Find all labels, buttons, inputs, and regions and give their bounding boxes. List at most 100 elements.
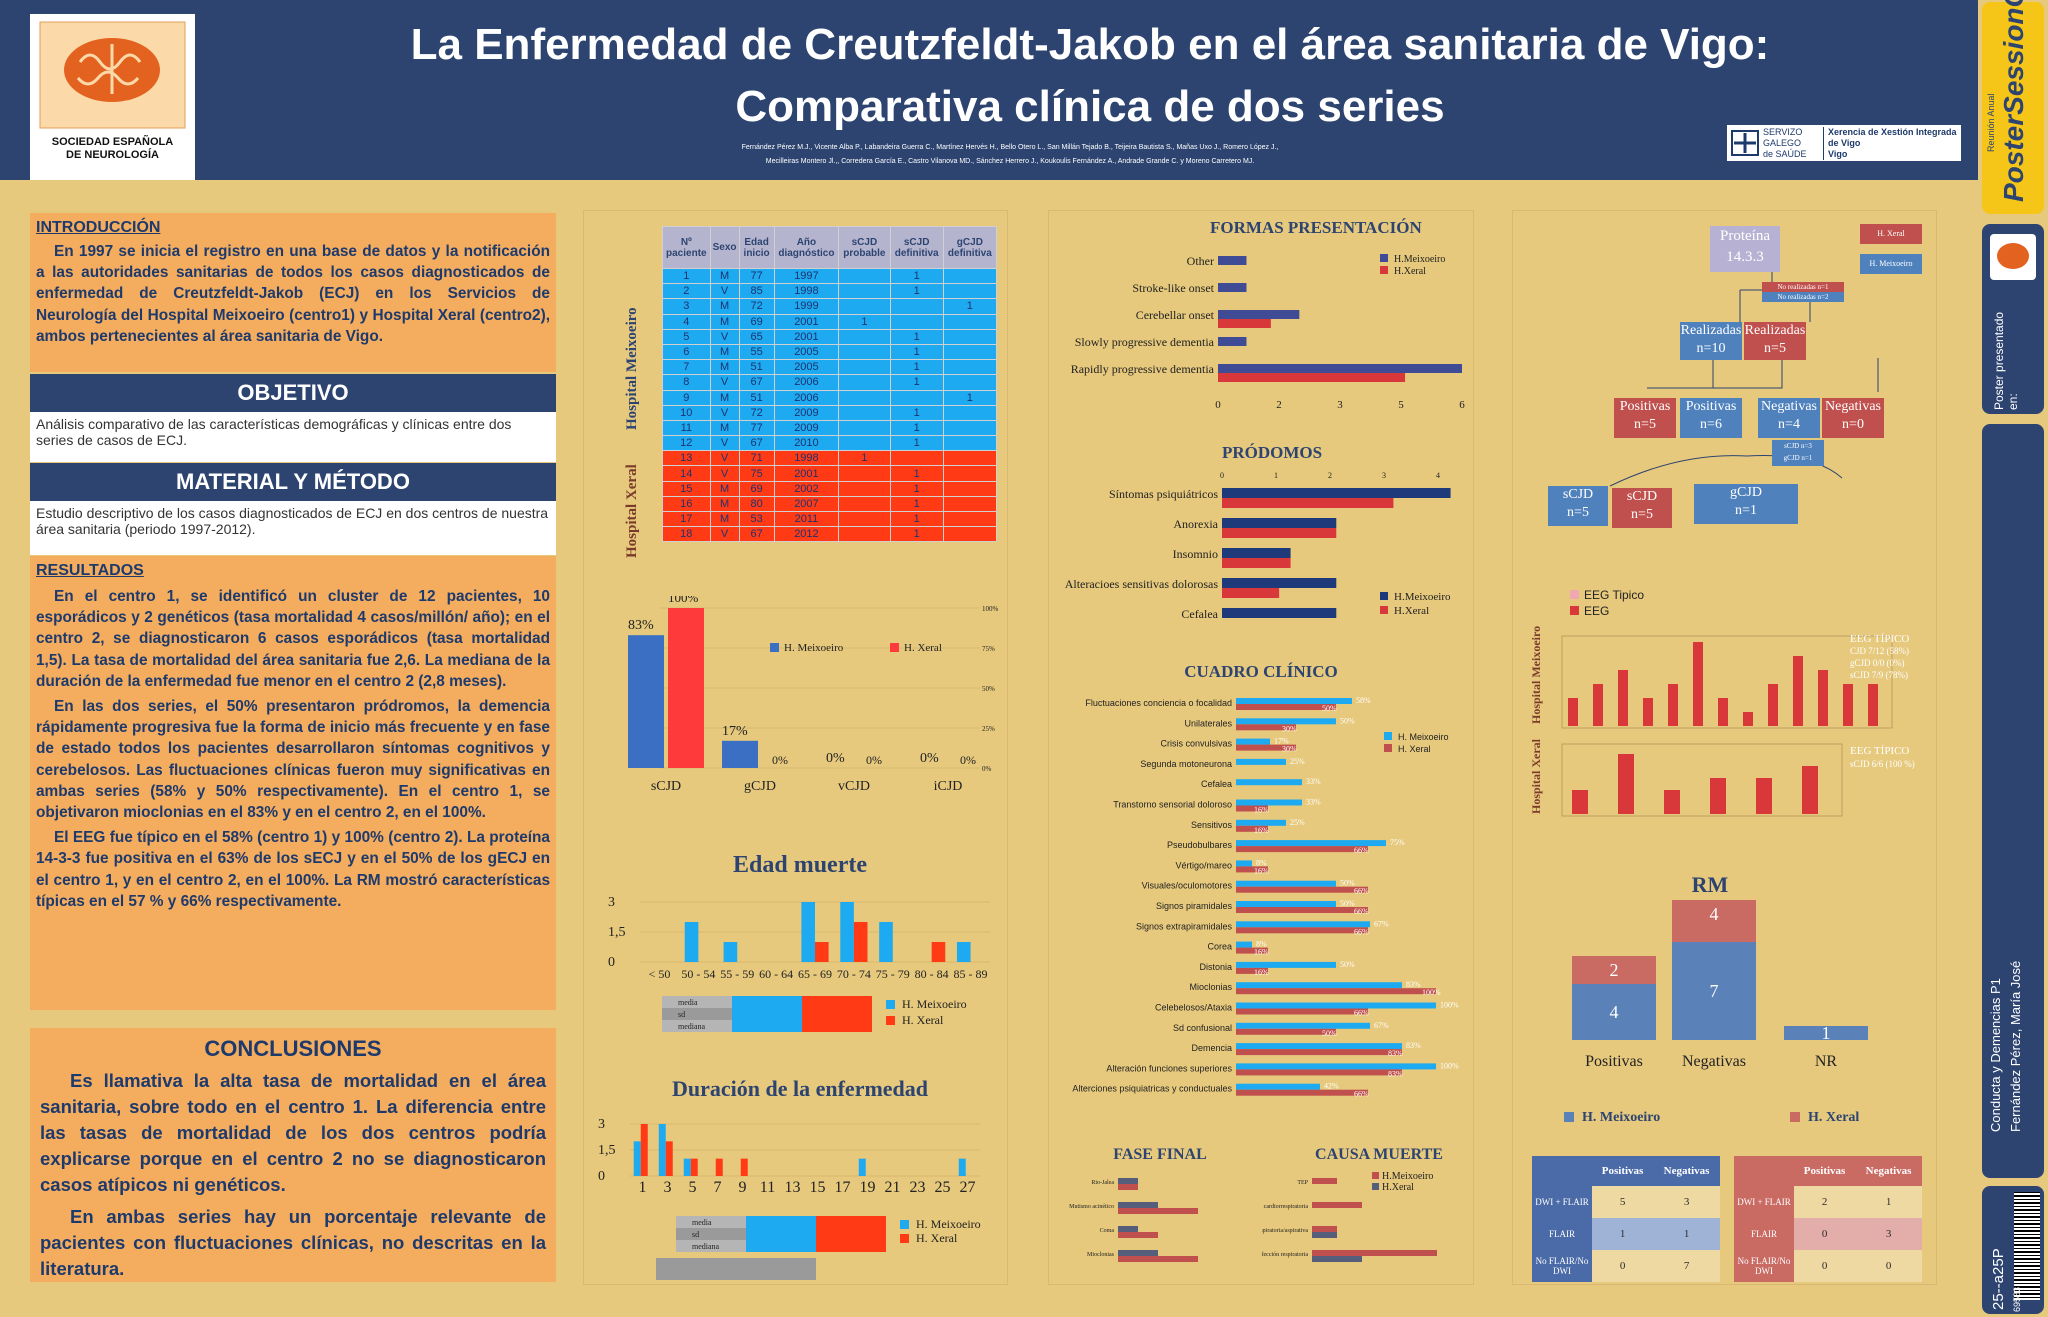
legend-swatch-meix: [886, 1000, 895, 1009]
rm-label-xeral: 4: [1710, 904, 1719, 924]
gcjd-meix: gCJD n=1: [1694, 484, 1798, 524]
patients-cell: [838, 526, 891, 543]
patients-cell: 1: [889, 267, 944, 285]
category-label: Visuales/oculomotores: [1142, 881, 1233, 891]
legend-label-xeral: H. Xeral: [902, 1013, 944, 1027]
data-label-xeral: 50%: [1322, 704, 1337, 713]
stats-meix-cell: [746, 1216, 816, 1228]
bar-xeral: [1118, 1184, 1138, 1190]
bar-meixoeiro: [1312, 1226, 1337, 1232]
category-label: 55 - 59: [720, 967, 754, 981]
category-label: Síntomas psiquiátricos: [1109, 487, 1218, 501]
bar-meixoeiro: [628, 635, 664, 768]
table-row: DWI + FLAIR 2 1: [1734, 1186, 1922, 1218]
barcode-number: 69583: [2012, 1286, 2022, 1312]
authors-line1: Fernández Pérez M.J., Vicente Alba P., L…: [741, 144, 1279, 151]
data-label-meix: 17%: [1274, 737, 1289, 746]
bar-rm-meix: [1672, 942, 1756, 1040]
patients-cell: [838, 389, 891, 406]
data-label-xeral: 66%: [1354, 907, 1369, 916]
patients-cell: 80: [738, 495, 775, 513]
logo-text-2: DE NEUROLOGÍA: [66, 149, 159, 161]
negativas-xeral-n: n=0: [1842, 417, 1864, 432]
bar-xeral: [1222, 558, 1291, 568]
category-label: Mutismo acinético: [1069, 1204, 1114, 1210]
patients-cell: M: [709, 480, 740, 497]
patients-cell: [942, 480, 998, 497]
bar-meixoeiro: [1236, 779, 1302, 786]
patients-cell: 67: [738, 374, 775, 391]
eeg-note-xeral: sCJD 6/6 (100 %): [1850, 759, 1915, 769]
patients-cell: 75: [738, 465, 775, 482]
positivas-xeral-label: Positivas: [1619, 399, 1671, 414]
bar-meixoeiro: [1236, 840, 1386, 847]
patients-cell: [942, 283, 998, 300]
xtick-label: 6: [1459, 399, 1465, 411]
category-label: < 50: [649, 967, 671, 981]
rm-row-label: DWI + FLAIR: [1734, 1186, 1794, 1218]
patients-cell: [889, 313, 944, 330]
patients-cell: 2001: [773, 313, 840, 330]
rm-row-label: FLAIR: [1532, 1218, 1592, 1250]
conclusiones-p1: Es llamativa la alta tasa de mortalidad …: [40, 1070, 546, 1195]
bar-meixoeiro: [1218, 364, 1462, 373]
xunta-r1: Xerencia de Xestión Integrada: [1828, 127, 1957, 137]
legend-label-meix: H. Meixoeiro: [916, 1217, 981, 1231]
eeg-row-label-xeral: Hospital Xeral: [1529, 738, 1543, 814]
patients-cell: 69: [738, 480, 775, 497]
patients-cell: V: [709, 450, 740, 467]
category-label: Segunda motoneurona: [1140, 759, 1232, 769]
bar-meixoeiro: [722, 740, 758, 768]
bar-meixoeiro: [1236, 698, 1352, 704]
legend-swatch-xeral: [1384, 744, 1392, 752]
data-label-meix: 67%: [1374, 919, 1389, 928]
bar-meixoeiro: [1222, 548, 1291, 558]
no-realizadas-1: No realizadas n=1: [1762, 282, 1844, 292]
patients-header-1: Sexo: [709, 226, 740, 269]
bar-eeg-xeral: [1618, 754, 1634, 814]
patients-cell: 14: [662, 465, 711, 482]
bar-xeral: [1236, 744, 1296, 751]
category-label: 15: [810, 1179, 826, 1196]
patients-cell: 1: [889, 283, 944, 300]
patients-cell: [838, 359, 891, 376]
data-label-meix: 83%: [1406, 1041, 1421, 1050]
bar-eeg-meix: [1643, 698, 1653, 726]
bar-eeg-meix: [1568, 698, 1578, 726]
patients-cell: 18: [662, 526, 711, 543]
category-label: 19: [860, 1179, 876, 1196]
patients-cell: [942, 343, 998, 361]
patients-cell: 3: [662, 298, 711, 315]
bar-xeral: [665, 1141, 673, 1176]
xunta-l3: de SAÚDE: [1763, 149, 1807, 159]
poster-title-line2: Comparativa clínica de dos series: [735, 82, 1445, 131]
legend-swatch-tipico: [1570, 590, 1579, 599]
poster-code: 25--a25P: [1990, 1248, 2007, 1310]
data-label-meix: 50%: [1340, 960, 1355, 969]
edad-muerte-title: Edad muerte: [733, 852, 867, 878]
rm-cell: 5: [1592, 1186, 1654, 1218]
patients-cell: 72: [738, 298, 775, 315]
category-label: Alteración funciones superiores: [1106, 1063, 1232, 1073]
patients-cell: 69: [738, 313, 775, 330]
rm-cell: 0: [1794, 1250, 1856, 1282]
stats-xeral-cell: [816, 1216, 886, 1228]
patients-cell: [838, 510, 891, 528]
bar-rm-meix: [1572, 984, 1656, 1040]
patients-cell: 1999: [773, 298, 840, 315]
conclusiones-section: CONCLUSIONES Es llamativa la alta tasa d…: [30, 1028, 556, 1282]
category-label: Alteracioes sensitivas dolorosas: [1065, 577, 1219, 591]
patients-cell: V: [709, 465, 740, 482]
category-label: 85 - 89: [954, 967, 988, 981]
patients-cell: 77: [738, 419, 775, 437]
stats-label-cell: [676, 1228, 746, 1240]
logo-text-1: SOCIEDAD ESPAÑOLA: [51, 136, 174, 148]
bar-xeral: [668, 608, 704, 768]
bar-eeg-meix: [1668, 684, 1678, 726]
patients-cell: 1997: [773, 267, 840, 285]
bar-meixoeiro: [1236, 718, 1336, 725]
negativas-meix: Negativas n=4: [1758, 398, 1820, 438]
brand-panel[interactable]: PosterSessionOnline Reunión Anual: [1982, 0, 2044, 214]
xunta-l1: SERVIZO: [1763, 127, 1803, 137]
table-row: FLAIR 1 1: [1532, 1218, 1720, 1250]
